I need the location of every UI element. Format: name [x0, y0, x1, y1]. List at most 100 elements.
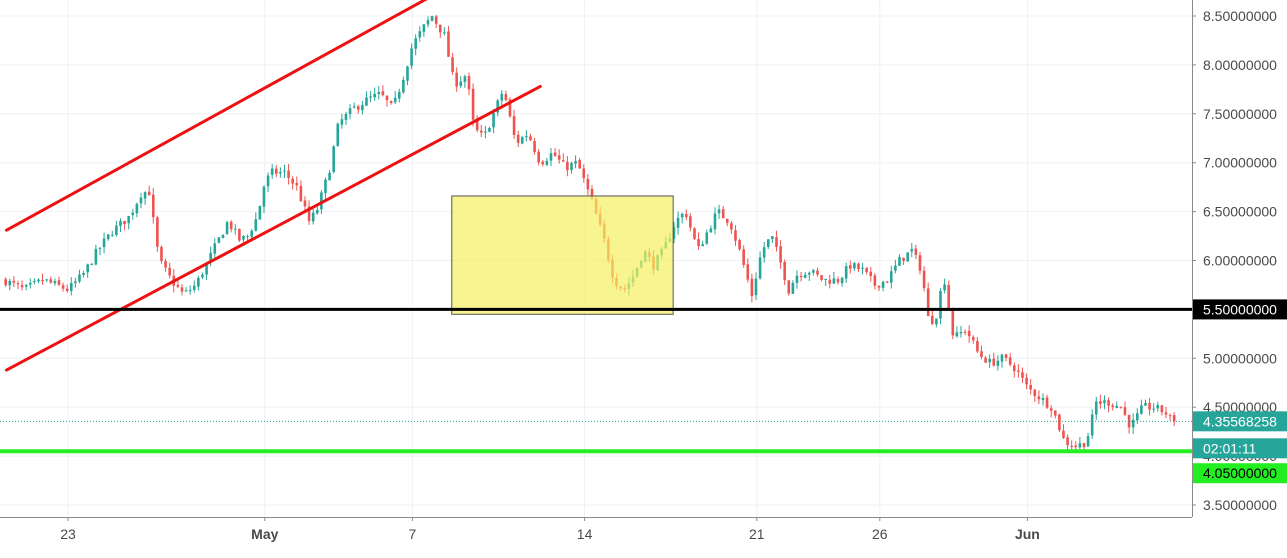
candle-down [877, 285, 881, 288]
candle-down [151, 194, 155, 218]
candle-up [192, 285, 196, 290]
candle-down [553, 152, 557, 156]
candle-down [41, 279, 44, 282]
candle-down [848, 265, 852, 269]
candle-down [1029, 384, 1032, 390]
candle-up [197, 277, 200, 287]
y-tick-label: 6.00000000 [1203, 253, 1277, 269]
channel-lower-line[interactable] [5, 84, 542, 372]
candle-up [574, 160, 577, 164]
y-tick-label: 7.50000000 [1203, 106, 1277, 122]
candle-up [246, 235, 249, 237]
candle-down [176, 284, 180, 287]
countdown-badge-bg [1193, 438, 1287, 459]
channel-upper-line[interactable] [5, 0, 435, 232]
candle-up [258, 205, 262, 220]
candle-down [451, 57, 454, 72]
candle-down [467, 75, 471, 90]
candle-up [139, 197, 143, 204]
candle-up [279, 171, 282, 174]
candle-down [49, 279, 53, 283]
candle-up [324, 179, 327, 194]
candle-down [721, 209, 725, 219]
candle-up [365, 97, 368, 106]
candle-up [131, 212, 135, 216]
candle-down [381, 91, 385, 96]
candle-down [783, 262, 786, 281]
current-price-badge-bg [1193, 411, 1287, 432]
candle-down [984, 357, 987, 363]
candle-up [943, 284, 946, 291]
candle-up [496, 100, 499, 113]
candle-down [566, 161, 569, 171]
candle-down [61, 285, 65, 289]
support-price-badge-bg [1193, 463, 1287, 484]
candle-up [406, 66, 409, 81]
candle-up [762, 247, 766, 258]
candle-up [1041, 397, 1045, 401]
candle-up [935, 318, 938, 325]
candle-up [184, 290, 188, 292]
candle-up [1131, 419, 1135, 428]
candle-down [533, 141, 536, 153]
candle-up [340, 119, 344, 125]
candle-down [963, 331, 967, 333]
consolidation-box[interactable] [451, 195, 674, 315]
candle-down [385, 95, 389, 101]
candle-up [410, 48, 413, 66]
candle-up [311, 212, 315, 222]
candle-up [135, 203, 139, 214]
candle-up [348, 108, 352, 114]
candle-down [1074, 445, 1078, 448]
candle-up [86, 264, 89, 273]
candle-up [213, 243, 217, 254]
candles-layer [4, 14, 1176, 453]
candle-down [1017, 370, 1020, 372]
candle-up [1140, 405, 1143, 414]
candle-down [742, 249, 745, 265]
support-price-badge: 4.05000000 [1203, 465, 1277, 481]
candle-up [1156, 404, 1160, 409]
x-tick-label: Jun [1015, 526, 1040, 542]
current-price-badge: 4.35568258 [1203, 413, 1277, 429]
candle-up [1103, 400, 1106, 404]
candle-down [168, 267, 171, 276]
candle-up [1078, 443, 1082, 448]
candle-up [127, 215, 130, 224]
candle-up [225, 222, 229, 234]
candle-down [1045, 397, 1049, 408]
candle-down [516, 134, 520, 143]
candle-up [492, 113, 495, 128]
candle-up [771, 236, 774, 240]
candle-down [160, 246, 163, 262]
x-tick-label: May [251, 526, 278, 542]
candle-down [1119, 406, 1123, 408]
candle-up [717, 209, 721, 214]
candle-up [939, 291, 942, 319]
candle-up [795, 275, 799, 283]
candle-down [947, 285, 950, 309]
candle-up [1135, 413, 1139, 421]
candle-up [332, 146, 335, 173]
candle-down [147, 191, 151, 196]
candle-down [1058, 414, 1061, 431]
candle-down [557, 155, 561, 160]
y-tick-label: 6.50000000 [1203, 204, 1277, 220]
candle-up [352, 106, 356, 108]
candle-up [143, 192, 147, 199]
candle-up [233, 228, 237, 230]
candle-up [188, 289, 192, 292]
candle-down [820, 275, 823, 280]
candle-down [434, 16, 438, 24]
candle-up [898, 256, 901, 266]
candle-up [250, 230, 253, 237]
candle-up [824, 278, 827, 280]
candle-down [274, 168, 278, 174]
candle-down [976, 341, 979, 352]
candle-down [389, 100, 393, 103]
candle-up [270, 168, 274, 175]
candle-down [303, 200, 307, 207]
candle-down [1099, 401, 1102, 404]
